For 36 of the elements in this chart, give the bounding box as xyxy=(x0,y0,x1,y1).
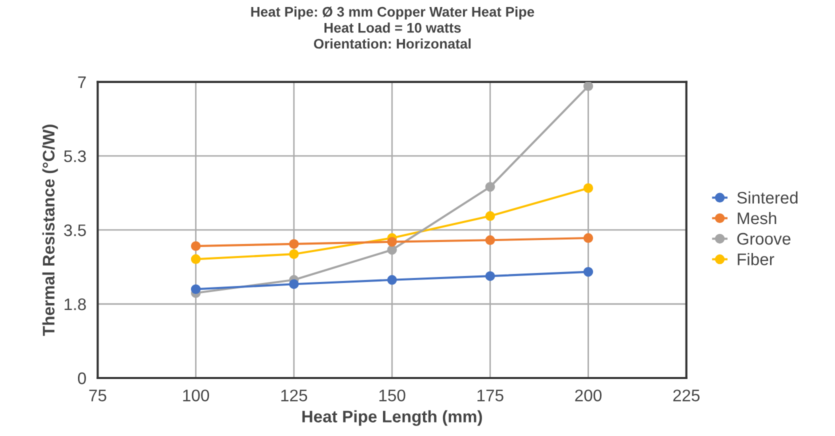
point xyxy=(289,239,299,249)
x-tick-label: 150 xyxy=(379,390,406,402)
x-tick-label: 200 xyxy=(575,390,602,402)
point xyxy=(583,267,594,277)
x-tick-label: 175 xyxy=(478,390,504,402)
y-tick-label: 5.3 xyxy=(64,150,86,162)
legend-label: Fiber xyxy=(738,253,774,266)
point xyxy=(583,233,594,243)
chart-title: Heat Pipe: Ø 3 mm Copper Water Heat Pipe Heat Load = 10 watts Orientation: Horizonatal xyxy=(251,6,534,49)
point xyxy=(485,271,496,281)
point xyxy=(190,254,201,264)
legend-label: Groove xyxy=(737,232,790,245)
x-tick-label: 225 xyxy=(673,390,700,402)
legend-label: Mesh xyxy=(738,212,776,224)
y-tick-label: 3.5 xyxy=(64,224,86,236)
point xyxy=(387,245,397,255)
point xyxy=(190,241,201,251)
y-tick-label: 0 xyxy=(78,372,86,384)
point xyxy=(485,235,496,245)
x-tick-label: 100 xyxy=(183,390,210,402)
point xyxy=(485,182,496,192)
point xyxy=(485,211,496,221)
y-tick-label: 1.8 xyxy=(64,298,86,310)
x-axis-title: Heat Pipe Length (mm) xyxy=(302,410,482,426)
point xyxy=(289,279,299,289)
point xyxy=(583,183,594,193)
x-tick-label: 75 xyxy=(89,390,106,402)
y-tick-label: 7 xyxy=(78,76,86,88)
point xyxy=(387,236,397,247)
x-tick-label: 125 xyxy=(281,390,308,402)
legend-label: Sintered xyxy=(737,191,798,204)
point xyxy=(190,284,201,294)
point xyxy=(387,275,397,285)
y-axis-title: Thermal Resistance (°C/W) xyxy=(42,124,58,336)
point xyxy=(583,82,594,92)
point xyxy=(289,249,299,259)
